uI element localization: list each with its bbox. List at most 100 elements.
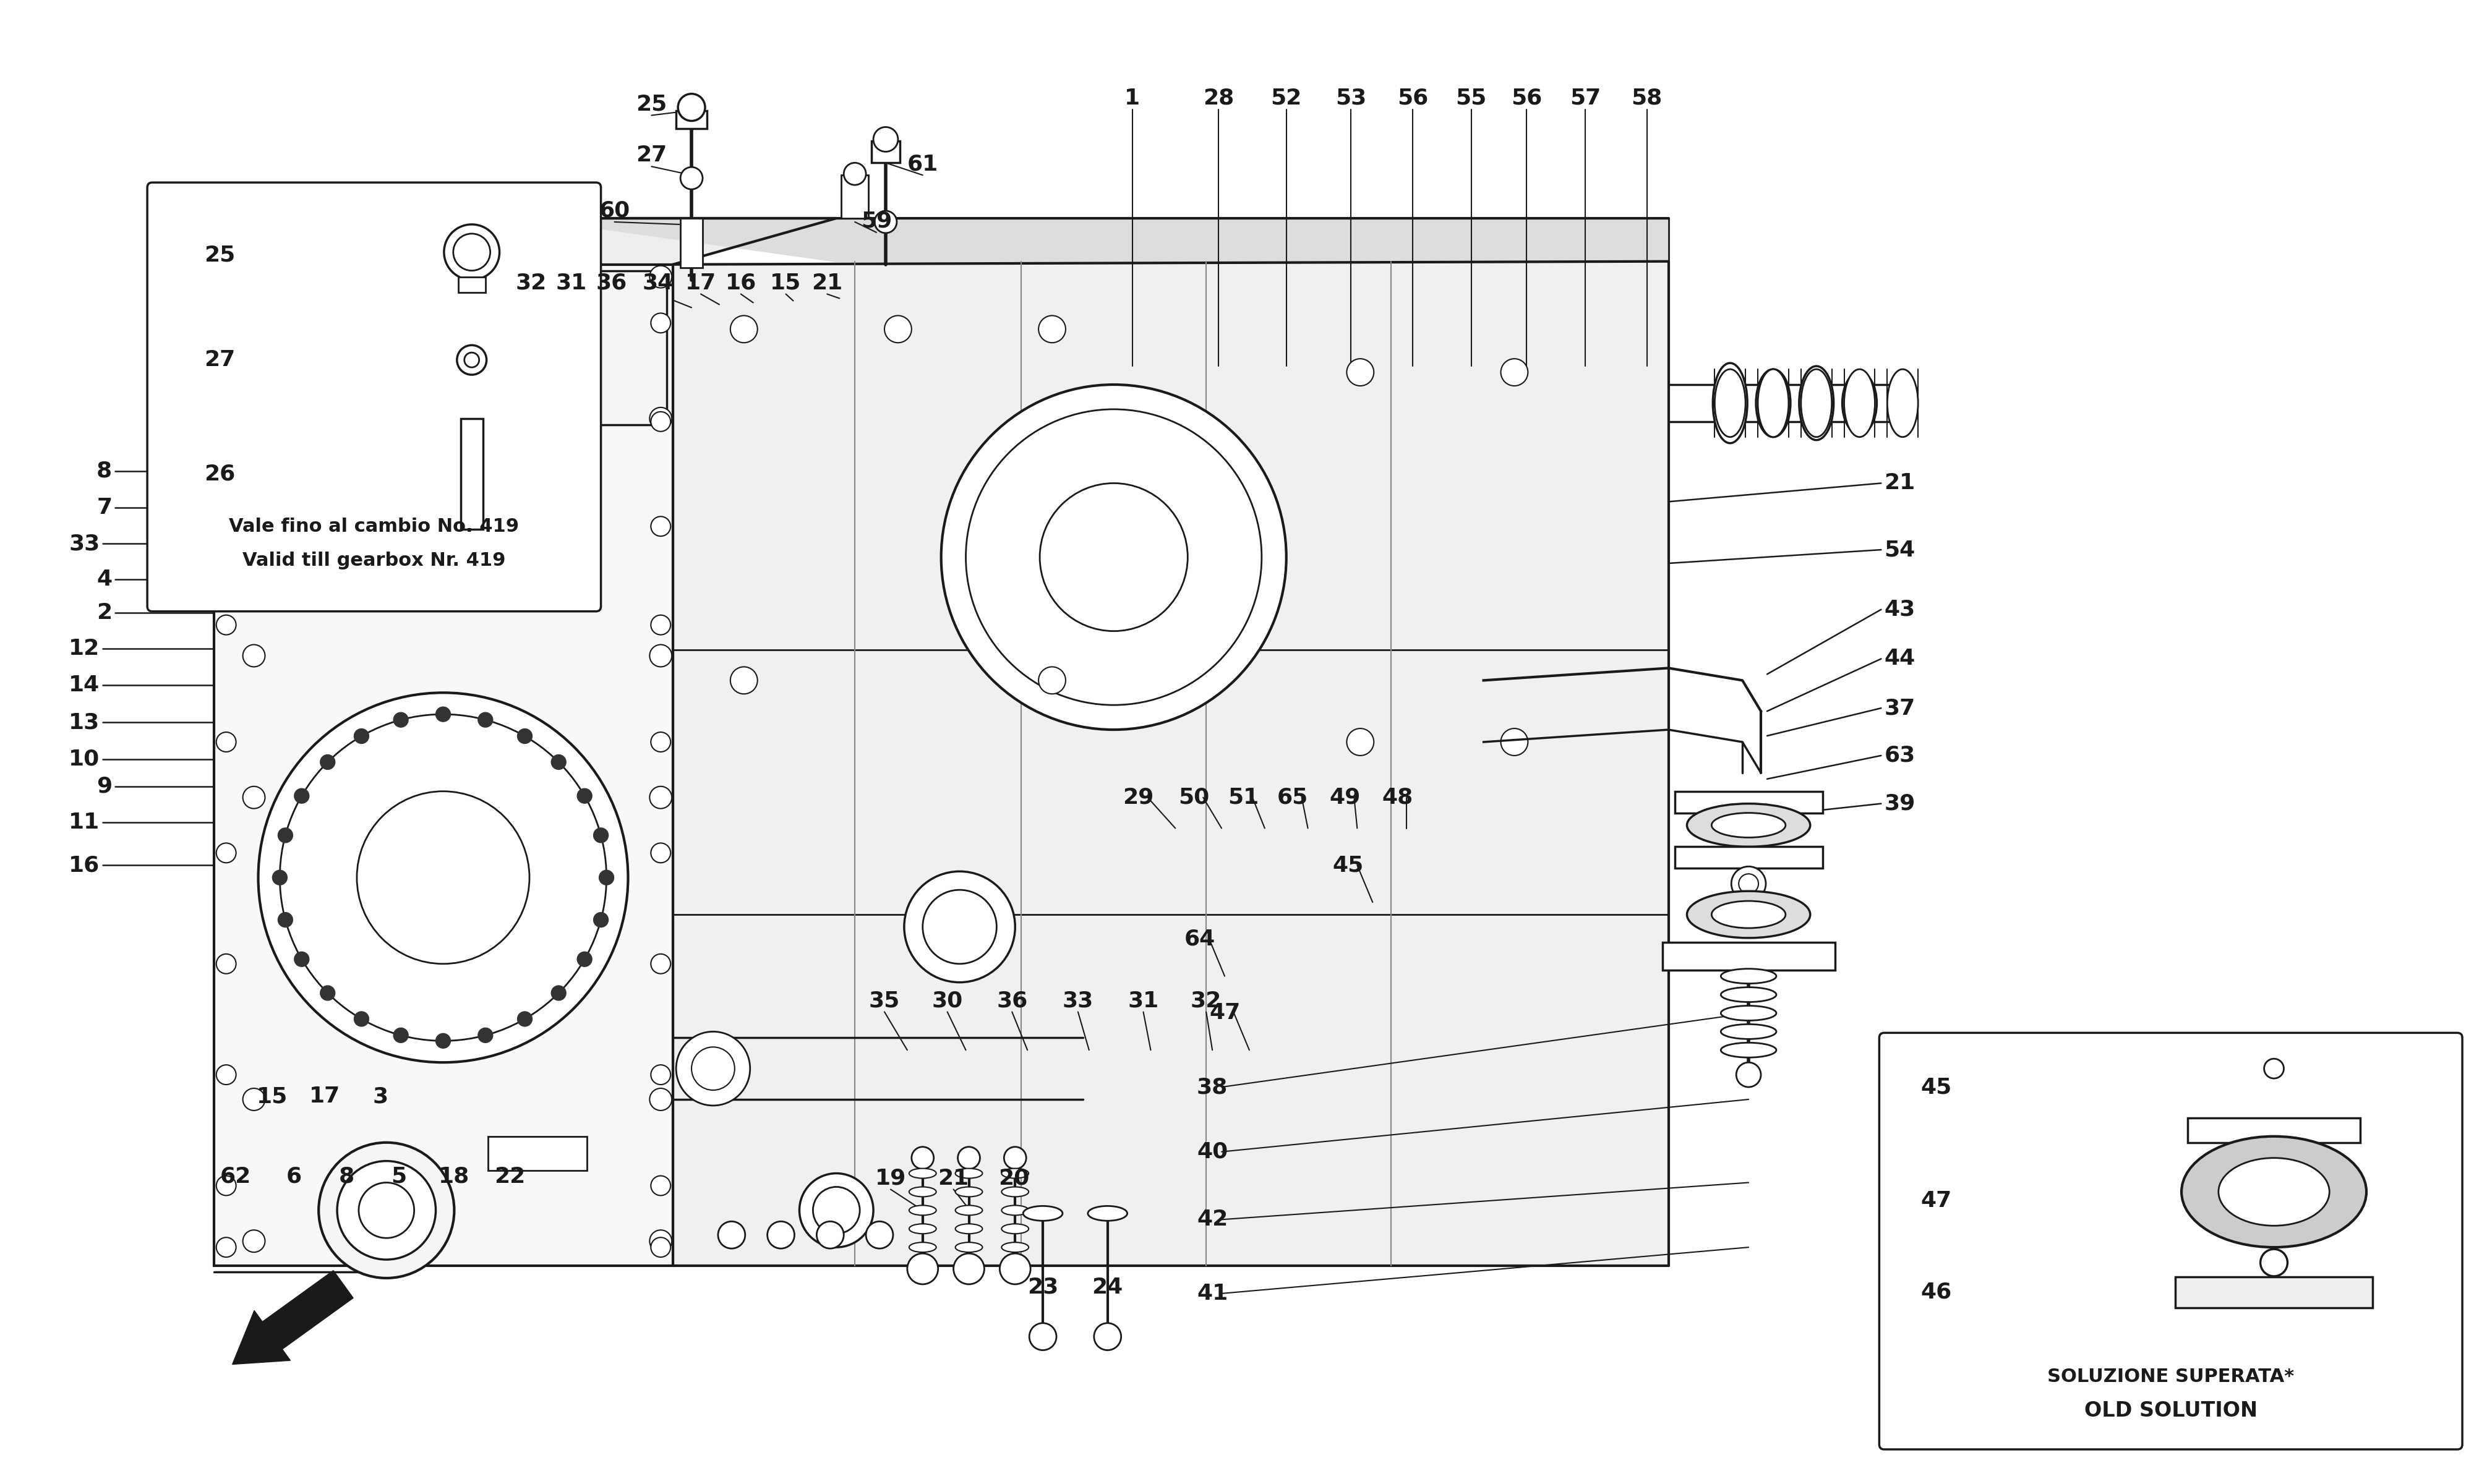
Circle shape — [876, 211, 896, 233]
Circle shape — [376, 421, 512, 556]
Bar — [2175, 1276, 2373, 1307]
Polygon shape — [213, 218, 836, 264]
Ellipse shape — [1002, 1224, 1029, 1233]
Text: 34: 34 — [643, 273, 673, 294]
Circle shape — [816, 1221, 844, 1248]
Text: 35: 35 — [868, 990, 901, 1011]
Text: 51: 51 — [1227, 787, 1259, 807]
Text: 8: 8 — [96, 460, 111, 481]
Text: 54: 54 — [1885, 539, 1915, 561]
Text: 25: 25 — [205, 245, 235, 266]
Ellipse shape — [1714, 370, 1747, 436]
Text: 21: 21 — [811, 273, 844, 294]
Circle shape — [730, 666, 757, 695]
Circle shape — [1039, 666, 1066, 695]
Circle shape — [215, 1066, 235, 1085]
Bar — [871, 141, 901, 163]
Text: 64: 64 — [1185, 929, 1215, 950]
Circle shape — [767, 1221, 794, 1248]
Ellipse shape — [908, 1205, 935, 1215]
Text: 37: 37 — [1885, 697, 1915, 718]
FancyBboxPatch shape — [148, 183, 601, 611]
Circle shape — [908, 1254, 938, 1284]
FancyBboxPatch shape — [1880, 1033, 2462, 1450]
Text: 28: 28 — [1202, 88, 1235, 108]
Circle shape — [1039, 316, 1066, 343]
Circle shape — [651, 644, 673, 666]
Circle shape — [576, 951, 591, 966]
Text: 32: 32 — [515, 273, 547, 294]
Circle shape — [215, 732, 235, 752]
Circle shape — [693, 1048, 735, 1091]
Text: 56: 56 — [1512, 88, 1541, 108]
Text: 62: 62 — [220, 1166, 250, 1187]
Text: 15: 15 — [769, 273, 802, 294]
Circle shape — [576, 788, 591, 803]
Ellipse shape — [1722, 1024, 1776, 1039]
Text: 61: 61 — [908, 153, 938, 175]
Circle shape — [435, 706, 450, 721]
Circle shape — [552, 755, 567, 770]
Circle shape — [844, 163, 866, 186]
Ellipse shape — [1843, 372, 1878, 433]
Circle shape — [651, 732, 670, 752]
Text: 48: 48 — [1380, 787, 1413, 807]
Circle shape — [651, 614, 670, 635]
Circle shape — [651, 411, 670, 432]
Text: 3: 3 — [374, 1086, 388, 1107]
Circle shape — [393, 712, 408, 727]
Text: 2: 2 — [96, 603, 111, 623]
Ellipse shape — [2219, 1158, 2331, 1226]
Ellipse shape — [1722, 1043, 1776, 1058]
Ellipse shape — [1799, 367, 1833, 441]
Circle shape — [680, 168, 703, 190]
Circle shape — [215, 313, 235, 332]
Text: 46: 46 — [1920, 1282, 1952, 1303]
Circle shape — [873, 128, 898, 151]
Text: 5: 5 — [391, 1166, 406, 1187]
Text: 9: 9 — [96, 776, 111, 797]
Circle shape — [319, 1143, 455, 1278]
Circle shape — [599, 870, 614, 884]
Circle shape — [866, 1221, 893, 1248]
Text: 21: 21 — [938, 1168, 970, 1189]
Circle shape — [965, 410, 1262, 705]
Bar — [1675, 791, 1823, 813]
Text: 32: 32 — [1190, 990, 1222, 1011]
Circle shape — [242, 408, 265, 429]
Ellipse shape — [1002, 1205, 1029, 1215]
Text: 21: 21 — [1885, 473, 1915, 494]
Circle shape — [651, 266, 673, 288]
Circle shape — [651, 1230, 673, 1252]
Circle shape — [675, 1031, 750, 1106]
Text: 56: 56 — [1398, 88, 1427, 108]
Text: 12: 12 — [69, 638, 99, 659]
Text: 45: 45 — [1920, 1076, 1952, 1098]
Text: 41: 41 — [1197, 1284, 1227, 1304]
Circle shape — [594, 913, 609, 927]
Circle shape — [257, 693, 628, 1063]
Ellipse shape — [1722, 969, 1776, 984]
FancyArrow shape — [233, 1270, 354, 1364]
Circle shape — [952, 1254, 985, 1284]
Text: 30: 30 — [933, 990, 962, 1011]
Bar — [841, 175, 868, 218]
Bar — [1663, 942, 1836, 971]
Circle shape — [1739, 874, 1759, 893]
Ellipse shape — [2182, 1137, 2368, 1247]
Bar — [1675, 847, 1823, 868]
Circle shape — [359, 1183, 413, 1238]
Circle shape — [1094, 1324, 1121, 1350]
Text: 15: 15 — [257, 1086, 287, 1107]
Circle shape — [814, 1187, 861, 1233]
Circle shape — [1039, 484, 1188, 631]
Ellipse shape — [1712, 364, 1747, 444]
Text: 1: 1 — [1126, 88, 1141, 108]
Circle shape — [280, 714, 606, 1040]
Circle shape — [883, 316, 910, 343]
Circle shape — [517, 729, 532, 743]
Text: 39: 39 — [1885, 792, 1915, 815]
Text: 45: 45 — [1333, 855, 1363, 876]
Text: 13: 13 — [69, 712, 99, 733]
Ellipse shape — [1722, 987, 1776, 1002]
